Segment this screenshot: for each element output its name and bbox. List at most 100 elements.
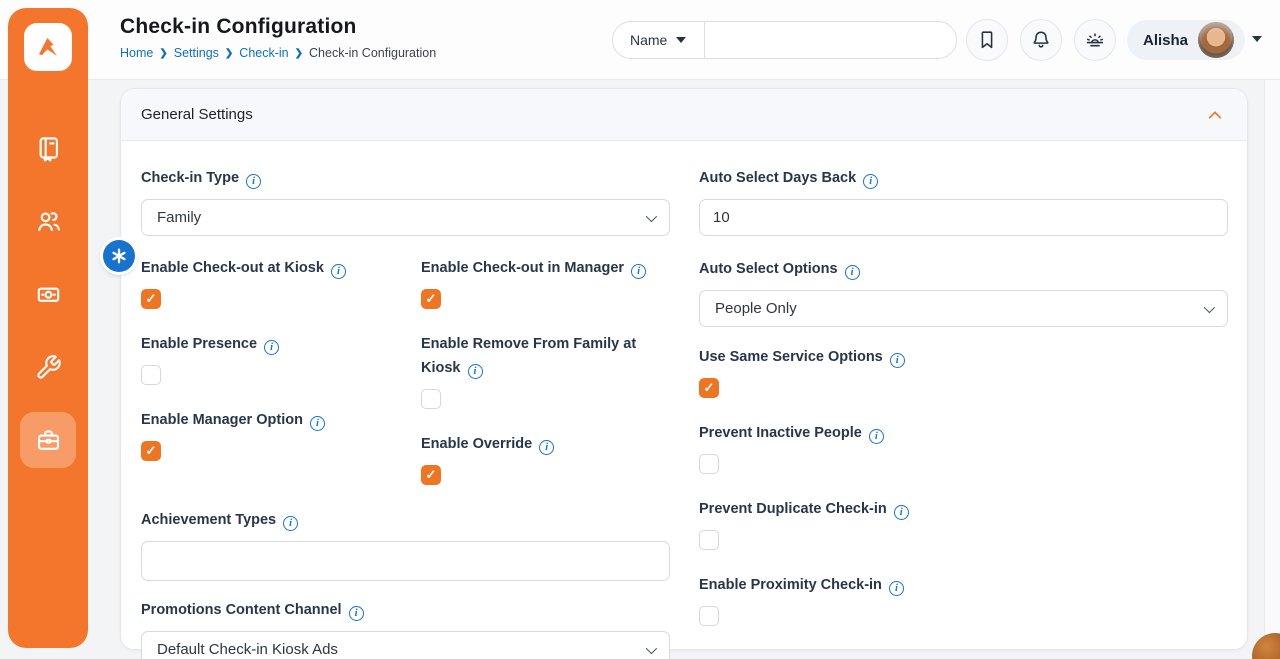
info-icon[interactable] — [309, 416, 325, 432]
field-use-same-service: Use Same Service Options — [699, 345, 1228, 398]
info-icon[interactable] — [893, 505, 909, 521]
info-icon[interactable] — [868, 429, 884, 445]
breadcrumb-home[interactable]: Home — [120, 46, 154, 60]
prevent-inactive-checkbox[interactable] — [699, 454, 719, 474]
breadcrumb-settings[interactable]: Settings — [173, 46, 219, 60]
prevent-duplicate-checkbox[interactable] — [699, 530, 719, 550]
field-achievement-types: Achievement Types — [141, 508, 670, 581]
sidebar — [8, 8, 88, 648]
field-auto-select-options: Auto Select Options People Only — [699, 257, 1228, 327]
field-label: Auto Select Days Back — [699, 170, 857, 186]
field-enable-checkout-kiosk: Enable Check-out at Kiosk — [141, 256, 421, 309]
sidebar-item-tools[interactable] — [20, 339, 76, 395]
breadcrumb: Home ❯ Settings ❯ Check-in ❯ Check-in Co… — [120, 46, 436, 60]
breadcrumb-current: Check-in Configuration — [309, 46, 437, 60]
enable-override-checkbox[interactable] — [421, 465, 441, 485]
sun-haze-icon — [1086, 33, 1104, 47]
info-icon[interactable] — [283, 516, 299, 532]
avatar — [1198, 22, 1235, 58]
use-same-service-checkbox[interactable] — [699, 378, 719, 398]
cutoff-corner-image — [1252, 633, 1280, 659]
field-label: Enable Override — [421, 436, 533, 452]
global-search: Name — [612, 21, 957, 59]
sidebar-item-journal[interactable] — [20, 120, 76, 176]
enable-proximity-checkbox[interactable] — [699, 606, 719, 626]
breadcrumb-separator: ❯ — [224, 47, 234, 59]
info-icon[interactable] — [888, 581, 904, 597]
chevron-up-icon — [1208, 110, 1222, 119]
info-icon[interactable] — [264, 340, 280, 356]
theme-toggle-button[interactable] — [1074, 19, 1116, 61]
field-enable-remove-family: Enable Remove From Family at Kiosk — [421, 332, 670, 409]
select-value: Default Check-in Kiosk Ads — [157, 641, 338, 658]
sub-column-b: Enable Check-out in Manager Enable Remov… — [421, 256, 670, 508]
field-label: Prevent Inactive People — [699, 425, 862, 441]
user-menu[interactable]: Alisha — [1127, 20, 1245, 60]
search-input[interactable] — [705, 22, 956, 58]
field-label: Auto Select Options — [699, 261, 838, 277]
field-enable-manager-option: Enable Manager Option — [141, 408, 421, 461]
achievement-types-input[interactable] — [141, 541, 670, 581]
chevron-down-icon — [1203, 301, 1216, 313]
chevron-down-icon — [676, 37, 687, 43]
journal-icon — [39, 136, 58, 161]
collapse-panel-button[interactable] — [1208, 110, 1222, 120]
sidebar-item-finance[interactable] — [20, 266, 76, 322]
info-icon[interactable] — [889, 353, 905, 369]
field-enable-presence: Enable Presence — [141, 332, 421, 385]
sidebar-item-people[interactable] — [20, 193, 76, 249]
field-label: Enable Check-out in Manager — [421, 260, 625, 276]
info-icon[interactable] — [844, 265, 860, 281]
people-icon — [37, 211, 60, 231]
search-divider — [704, 21, 706, 59]
top-bar: Check-in Configuration Home ❯ Settings ❯… — [0, 0, 1280, 80]
briefcase-icon — [37, 429, 59, 450]
info-icon[interactable] — [348, 606, 364, 622]
notifications-button[interactable] — [1020, 19, 1062, 61]
form-column-left: Check-in Type Family Enable Check-out at… — [141, 166, 670, 659]
auto-select-days-back-input[interactable] — [699, 199, 1228, 236]
field-label: Prevent Duplicate Check-in — [699, 501, 887, 517]
field-label: Use Same Service Options — [699, 349, 883, 365]
tour-highlight-badge[interactable] — [103, 240, 135, 272]
breadcrumb-separator: ❯ — [159, 47, 168, 59]
asterisk-icon — [112, 248, 126, 264]
field-label: Enable Manager Option — [141, 412, 303, 428]
title-block: Check-in Configuration Home ❯ Settings ❯… — [120, 15, 436, 60]
field-label: Promotions Content Channel — [141, 602, 342, 618]
enable-remove-family-checkbox[interactable] — [421, 389, 441, 409]
user-menu-caret-icon[interactable] — [1252, 36, 1262, 42]
app-logo[interactable] — [24, 23, 72, 71]
bookmark-icon — [981, 31, 993, 49]
info-icon[interactable] — [863, 174, 879, 190]
info-icon[interactable] — [330, 264, 346, 280]
info-icon[interactable] — [539, 440, 555, 456]
breadcrumb-checkin[interactable]: Check-in — [239, 46, 289, 60]
field-prevent-inactive: Prevent Inactive People — [699, 421, 1228, 474]
bookmarks-button[interactable] — [966, 19, 1008, 61]
field-enable-proximity: Enable Proximity Check-in — [699, 573, 1228, 626]
checkin-type-select[interactable]: Family — [141, 199, 670, 236]
enable-manager-option-checkbox[interactable] — [141, 441, 161, 461]
field-auto-select-days-back: Auto Select Days Back — [699, 166, 1228, 236]
promotions-channel-select[interactable]: Default Check-in Kiosk Ads — [141, 631, 670, 659]
vertical-scrollbar[interactable] — [1264, 80, 1280, 659]
field-enable-override: Enable Override — [421, 432, 670, 485]
field-checkin-type: Check-in Type Family — [141, 166, 670, 236]
field-prevent-duplicate: Prevent Duplicate Check-in — [699, 497, 1228, 550]
enable-presence-checkbox[interactable] — [141, 365, 161, 385]
search-scope-label: Name — [630, 32, 668, 48]
auto-select-options-select[interactable]: People Only — [699, 290, 1228, 327]
sidebar-item-work[interactable] — [20, 412, 76, 468]
info-icon[interactable] — [631, 264, 647, 280]
info-icon[interactable] — [467, 364, 483, 380]
search-scope-dropdown[interactable]: Name — [613, 22, 704, 58]
bell-icon — [1033, 31, 1049, 48]
page-title: Check-in Configuration — [120, 15, 357, 38]
rock-logo-icon — [39, 38, 57, 56]
panel-header: General Settings — [121, 89, 1247, 141]
field-label: Enable Check-out at Kiosk — [141, 260, 324, 276]
info-icon[interactable] — [246, 174, 262, 190]
enable-checkout-kiosk-checkbox[interactable] — [141, 289, 161, 309]
enable-checkout-manager-checkbox[interactable] — [421, 289, 441, 309]
